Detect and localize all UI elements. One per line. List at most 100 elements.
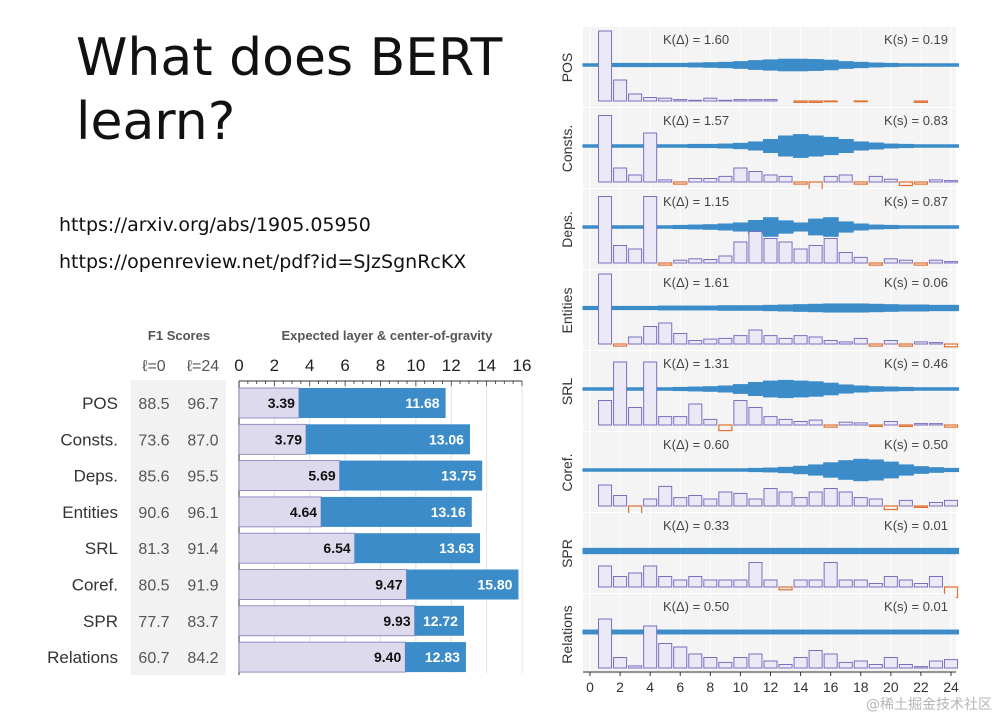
score-distribution-bar	[823, 462, 839, 478]
score-distribution-bar	[702, 468, 719, 472]
row-label: Relations	[47, 648, 118, 667]
delta-bar	[703, 418, 718, 426]
score-distribution-bar	[657, 225, 674, 229]
score-distribution-bar	[928, 63, 944, 67]
delta-bar	[733, 657, 748, 669]
delta-bar	[733, 579, 748, 588]
score-distribution-bar	[597, 547, 614, 555]
panel-strip	[555, 594, 581, 674]
score-distribution-bar	[582, 629, 599, 635]
center-of-gravity-bar	[354, 533, 481, 564]
expected-layer-label: 6.54	[323, 540, 350, 556]
score-distribution-bar	[612, 547, 629, 555]
k-delta-label: K(Δ) = 1.60	[663, 32, 729, 47]
score-distribution-bar	[778, 58, 794, 72]
arxiv-link[interactable]: https://arxiv.org/abs/1905.05950	[59, 214, 371, 236]
panel-strip	[555, 27, 581, 107]
score-distribution-bar	[838, 460, 854, 480]
delta-bar	[718, 175, 733, 183]
expected-layer-bar	[238, 641, 406, 673]
score-distribution-bar	[747, 629, 764, 635]
delta-bar	[793, 421, 808, 426]
expected-layer-bar	[238, 605, 416, 637]
row-label: Deps.	[74, 467, 118, 486]
delta-bar	[598, 30, 613, 102]
delta-bar	[643, 361, 658, 426]
delta-bar	[913, 583, 928, 588]
openreview-link[interactable]: https://openreview.net/pdf?id=SJzSgnRcKX	[59, 251, 467, 273]
delta-bar	[733, 492, 748, 507]
delta-bar	[838, 341, 853, 345]
score-distribution-bar	[838, 61, 854, 69]
score-distribution-bar	[627, 62, 644, 68]
delta-bar	[628, 336, 643, 345]
expected-layer-bar	[238, 460, 341, 492]
center-of-gravity-label: 12.72	[423, 613, 458, 629]
score-distribution-bar	[627, 547, 644, 555]
score-distribution-bar	[868, 629, 884, 635]
f1-value-l24: 96.1	[187, 505, 218, 522]
delta-bar	[688, 178, 703, 183]
delta-bar	[763, 238, 778, 264]
delta-bar	[778, 664, 793, 669]
delta-bar-negative	[913, 100, 929, 103]
layer-x-tick-label: 10	[406, 356, 425, 375]
delta-bar	[628, 572, 643, 588]
delta-bar-negative	[853, 181, 868, 185]
score-distribution-bar	[702, 305, 719, 311]
score-distribution-bar	[808, 303, 824, 313]
k-delta-label: K(Δ) = 0.60	[663, 437, 729, 452]
delta-bar	[853, 660, 868, 669]
score-distribution-bar	[612, 62, 629, 68]
delta-bar	[673, 579, 688, 588]
score-distribution-bar	[868, 386, 884, 392]
score-distribution-bar	[898, 386, 914, 392]
score-distribution-bar	[747, 60, 764, 70]
score-distribution-bar	[883, 461, 899, 479]
delta-bar	[928, 423, 943, 426]
delta-bar	[658, 416, 673, 426]
score-distribution-bar	[808, 547, 824, 555]
delta-bar	[598, 565, 613, 588]
delta-bar-negative	[913, 505, 929, 508]
hist-x-tick-label: 2	[616, 679, 624, 695]
center-of-gravity-label: 13.06	[429, 431, 464, 447]
delta-bar	[868, 664, 883, 669]
score-distribution-bar	[687, 547, 704, 555]
delta-bar	[703, 579, 718, 588]
delta-bar-negative	[823, 424, 838, 428]
layer-x-tick-label: 12	[442, 356, 461, 375]
score-distribution-bar	[808, 59, 824, 71]
k-delta-label: K(Δ) = 0.33	[663, 518, 729, 533]
delta-bar	[718, 337, 733, 345]
f1-value-l0: 88.5	[138, 396, 169, 413]
delta-bar	[733, 335, 748, 345]
expected-layer-label: 9.47	[375, 577, 402, 593]
score-distribution-bar	[778, 466, 794, 474]
score-distribution-bar	[808, 464, 824, 476]
delta-bar	[943, 659, 959, 669]
delta-bar	[838, 579, 853, 588]
score-distribution-bar	[898, 143, 914, 149]
delta-bar	[613, 361, 628, 426]
hist-x-tick-label: 4	[646, 679, 654, 695]
delta-bar	[868, 583, 883, 588]
layer-x-tick-label: 0	[234, 356, 243, 375]
delta-bar	[748, 407, 763, 426]
delta-bar-negative	[913, 181, 929, 185]
score-distribution-bar	[913, 304, 929, 312]
score-distribution-bar	[672, 62, 689, 68]
delta-bar-negative	[943, 343, 959, 348]
delta-bar	[823, 488, 838, 507]
score-distribution-bar	[928, 547, 944, 555]
score-distribution-bar	[762, 304, 779, 312]
score-distribution-bar	[928, 144, 944, 148]
score-distribution-bar	[582, 547, 599, 555]
score-distribution-bar	[657, 629, 674, 635]
f1-value-l0: 80.5	[138, 578, 169, 595]
delta-bar	[838, 252, 853, 264]
k-s-label: K(s) = 0.01	[884, 599, 948, 614]
delta-bar-negative	[898, 424, 913, 427]
score-distribution-bar	[732, 629, 749, 635]
score-distribution-bar	[582, 387, 599, 391]
